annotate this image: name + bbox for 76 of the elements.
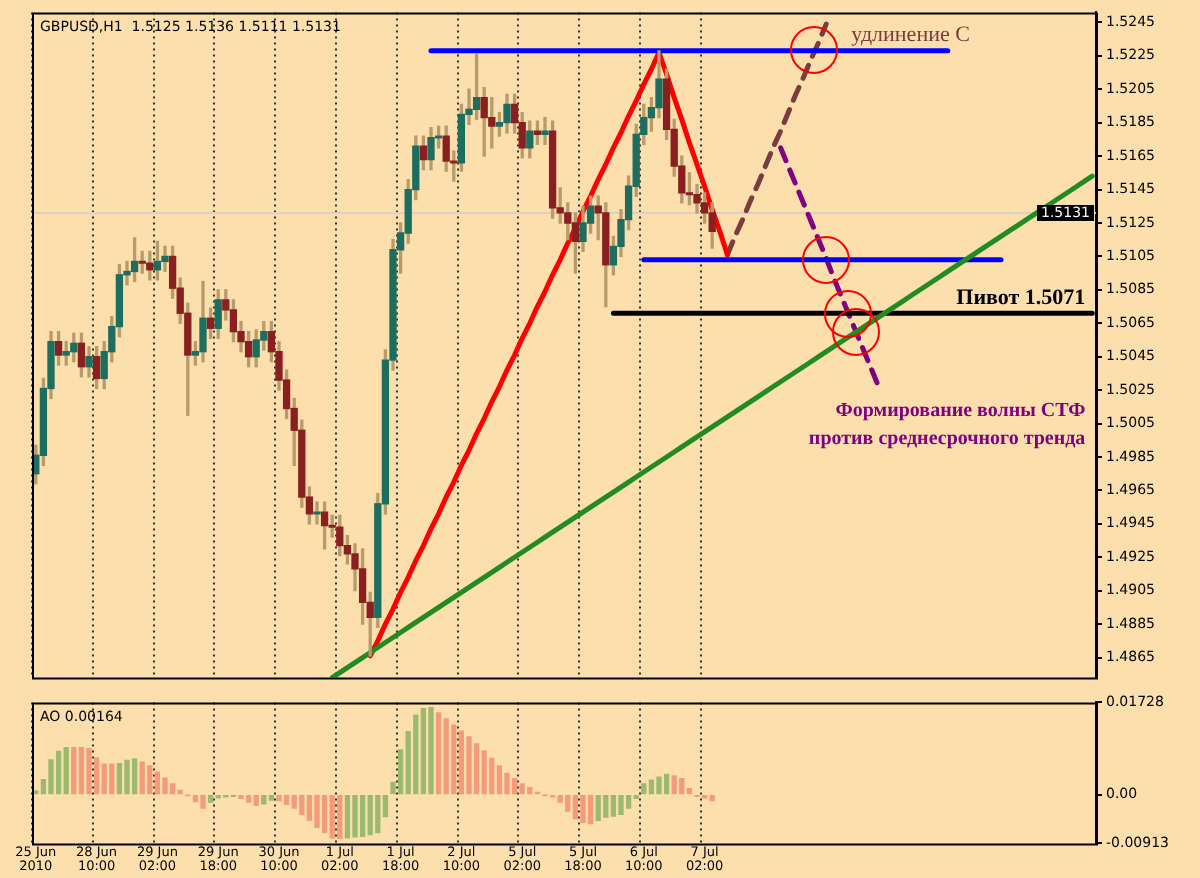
bar	[663, 773, 670, 795]
bar	[565, 795, 571, 812]
candlestick	[161, 245, 169, 273]
bar	[314, 795, 320, 828]
bar	[337, 795, 343, 840]
candlestick	[541, 117, 549, 146]
bar	[428, 706, 434, 795]
bar	[131, 758, 138, 795]
candlestick	[313, 501, 321, 525]
bar	[648, 779, 655, 795]
bar	[359, 795, 366, 837]
bar	[709, 795, 715, 802]
bar	[78, 747, 85, 795]
bar	[321, 795, 328, 834]
bar	[329, 795, 335, 839]
bar	[276, 795, 282, 802]
bar	[572, 795, 579, 820]
bar	[420, 708, 427, 795]
bar	[671, 775, 677, 795]
bar	[162, 777, 168, 795]
bar	[458, 730, 465, 795]
bar	[147, 765, 153, 795]
bar	[352, 795, 358, 838]
bar	[375, 795, 381, 834]
bar	[466, 736, 472, 795]
bar	[48, 759, 54, 795]
bar	[139, 761, 145, 795]
bar	[63, 747, 69, 795]
bar	[344, 795, 351, 839]
bar	[473, 743, 480, 795]
bar	[245, 795, 252, 803]
bar	[603, 795, 609, 818]
bar	[291, 795, 297, 809]
bar	[55, 750, 62, 795]
bar	[504, 772, 510, 795]
bar	[261, 795, 267, 805]
bar	[71, 747, 77, 795]
bar	[306, 795, 313, 821]
annotation: удлинение С	[851, 23, 970, 48]
bar	[580, 795, 586, 824]
bar	[253, 795, 259, 806]
bar	[207, 795, 214, 803]
bar	[413, 714, 419, 795]
bar	[656, 776, 662, 795]
line-series	[778, 145, 882, 391]
bar	[587, 795, 594, 825]
bar	[86, 748, 92, 795]
annotation: Пивот 1.5071	[956, 285, 1086, 310]
bar	[435, 712, 442, 795]
bar	[268, 795, 275, 801]
bar	[618, 795, 624, 816]
bar	[154, 771, 161, 795]
bar	[169, 783, 176, 795]
bar	[101, 763, 107, 795]
bar	[443, 718, 449, 795]
bar	[299, 795, 305, 816]
bar	[283, 795, 290, 805]
bar	[489, 757, 495, 795]
bar	[451, 724, 457, 795]
bar	[595, 795, 601, 821]
bar	[367, 795, 373, 836]
bar	[610, 795, 617, 817]
bar	[109, 763, 115, 795]
bar	[527, 787, 533, 795]
bar	[192, 795, 199, 803]
bar	[641, 783, 647, 795]
bar	[200, 795, 206, 809]
bar	[116, 763, 123, 795]
bar	[496, 765, 503, 795]
annotation: Формирование волны СТФ против среднесрочного тренда	[808, 399, 1087, 450]
bar	[511, 777, 518, 795]
bar	[679, 777, 685, 795]
bar	[625, 795, 632, 809]
bar	[519, 783, 525, 795]
bar	[481, 750, 487, 795]
bar	[124, 759, 130, 795]
